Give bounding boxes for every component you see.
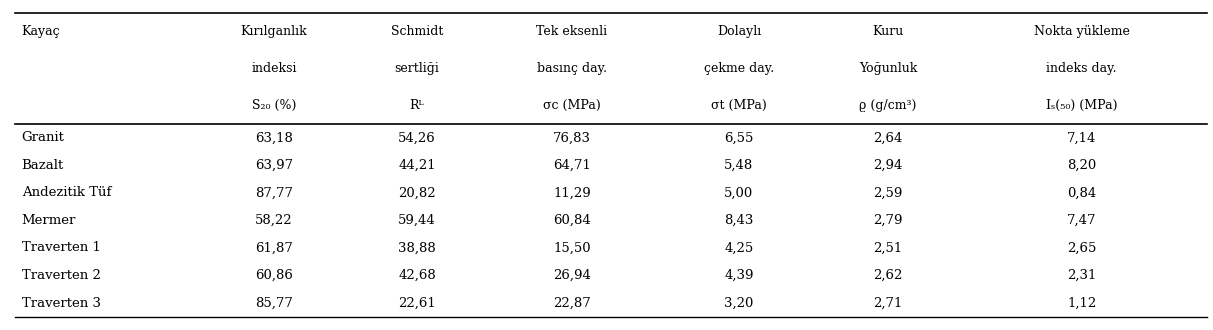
Text: 63,97: 63,97	[255, 159, 294, 172]
Text: 15,50: 15,50	[553, 242, 591, 254]
Text: 2,64: 2,64	[873, 131, 902, 144]
Text: 2,62: 2,62	[873, 269, 902, 282]
Text: 44,21: 44,21	[398, 159, 435, 172]
Text: 5,48: 5,48	[724, 159, 753, 172]
Text: 2,59: 2,59	[873, 186, 902, 199]
Text: indeks day.: indeks day.	[1047, 62, 1117, 75]
Text: Yoğunluk: Yoğunluk	[859, 62, 917, 75]
Text: 7,47: 7,47	[1067, 214, 1097, 227]
Text: 7,14: 7,14	[1067, 131, 1097, 144]
Text: σc (MPa): σc (MPa)	[543, 99, 600, 112]
Text: 42,68: 42,68	[398, 269, 435, 282]
Text: 4,25: 4,25	[724, 242, 753, 254]
Text: 58,22: 58,22	[255, 214, 292, 227]
Text: Andezitik Tüf: Andezitik Tüf	[22, 186, 112, 199]
Text: 8,20: 8,20	[1067, 159, 1097, 172]
Text: 2,51: 2,51	[873, 242, 902, 254]
Text: basınç day.: basınç day.	[537, 62, 606, 75]
Text: ϱ (g/cm³): ϱ (g/cm³)	[859, 99, 917, 112]
Text: 6,55: 6,55	[724, 131, 753, 144]
Text: 76,83: 76,83	[553, 131, 591, 144]
Text: 85,77: 85,77	[255, 297, 292, 310]
Text: σt (MPa): σt (MPa)	[711, 99, 767, 112]
Text: 60,84: 60,84	[553, 214, 591, 227]
Text: çekme day.: çekme day.	[704, 62, 774, 75]
Text: 2,79: 2,79	[873, 214, 902, 227]
Text: Tek eksenli: Tek eksenli	[536, 25, 608, 38]
Text: Schmidt: Schmidt	[391, 25, 443, 38]
Text: Iₛ(₅₀) (MPa): Iₛ(₅₀) (MPa)	[1046, 99, 1117, 112]
Text: 5,00: 5,00	[724, 186, 753, 199]
Text: 3,20: 3,20	[724, 297, 753, 310]
Text: 64,71: 64,71	[553, 159, 591, 172]
Text: 38,88: 38,88	[398, 242, 435, 254]
Text: 0,84: 0,84	[1067, 186, 1097, 199]
Text: Kuru: Kuru	[872, 25, 904, 38]
Text: Kırılganlık: Kırılganlık	[240, 25, 307, 38]
Text: 61,87: 61,87	[255, 242, 292, 254]
Text: 59,44: 59,44	[398, 214, 435, 227]
Text: Dolaylı: Dolaylı	[717, 25, 761, 38]
Text: indeksi: indeksi	[251, 62, 297, 75]
Text: 26,94: 26,94	[553, 269, 591, 282]
Text: 1,12: 1,12	[1067, 297, 1097, 310]
Text: 60,86: 60,86	[255, 269, 292, 282]
Text: Kayaç: Kayaç	[22, 25, 61, 38]
Text: 2,65: 2,65	[1067, 242, 1097, 254]
Text: 54,26: 54,26	[398, 131, 435, 144]
Text: sertliği: sertliği	[394, 62, 439, 75]
Text: Granit: Granit	[22, 131, 64, 144]
Text: Traverten 3: Traverten 3	[22, 297, 101, 310]
Text: 4,39: 4,39	[724, 269, 753, 282]
Text: 22,87: 22,87	[553, 297, 591, 310]
Text: Traverten 1: Traverten 1	[22, 242, 101, 254]
Text: 2,94: 2,94	[873, 159, 902, 172]
Text: Traverten 2: Traverten 2	[22, 269, 101, 282]
Text: 2,31: 2,31	[1067, 269, 1097, 282]
Text: 63,18: 63,18	[255, 131, 292, 144]
Text: 11,29: 11,29	[553, 186, 591, 199]
Text: 2,71: 2,71	[873, 297, 902, 310]
Text: Mermer: Mermer	[22, 214, 76, 227]
Text: 20,82: 20,82	[398, 186, 435, 199]
Text: 8,43: 8,43	[724, 214, 753, 227]
Text: S₂₀ (%): S₂₀ (%)	[252, 99, 296, 112]
Text: 87,77: 87,77	[255, 186, 292, 199]
Text: Rᴸ: Rᴸ	[410, 99, 425, 112]
Text: Bazalt: Bazalt	[22, 159, 64, 172]
Text: 22,61: 22,61	[398, 297, 435, 310]
Text: Nokta yükleme: Nokta yükleme	[1033, 25, 1129, 38]
